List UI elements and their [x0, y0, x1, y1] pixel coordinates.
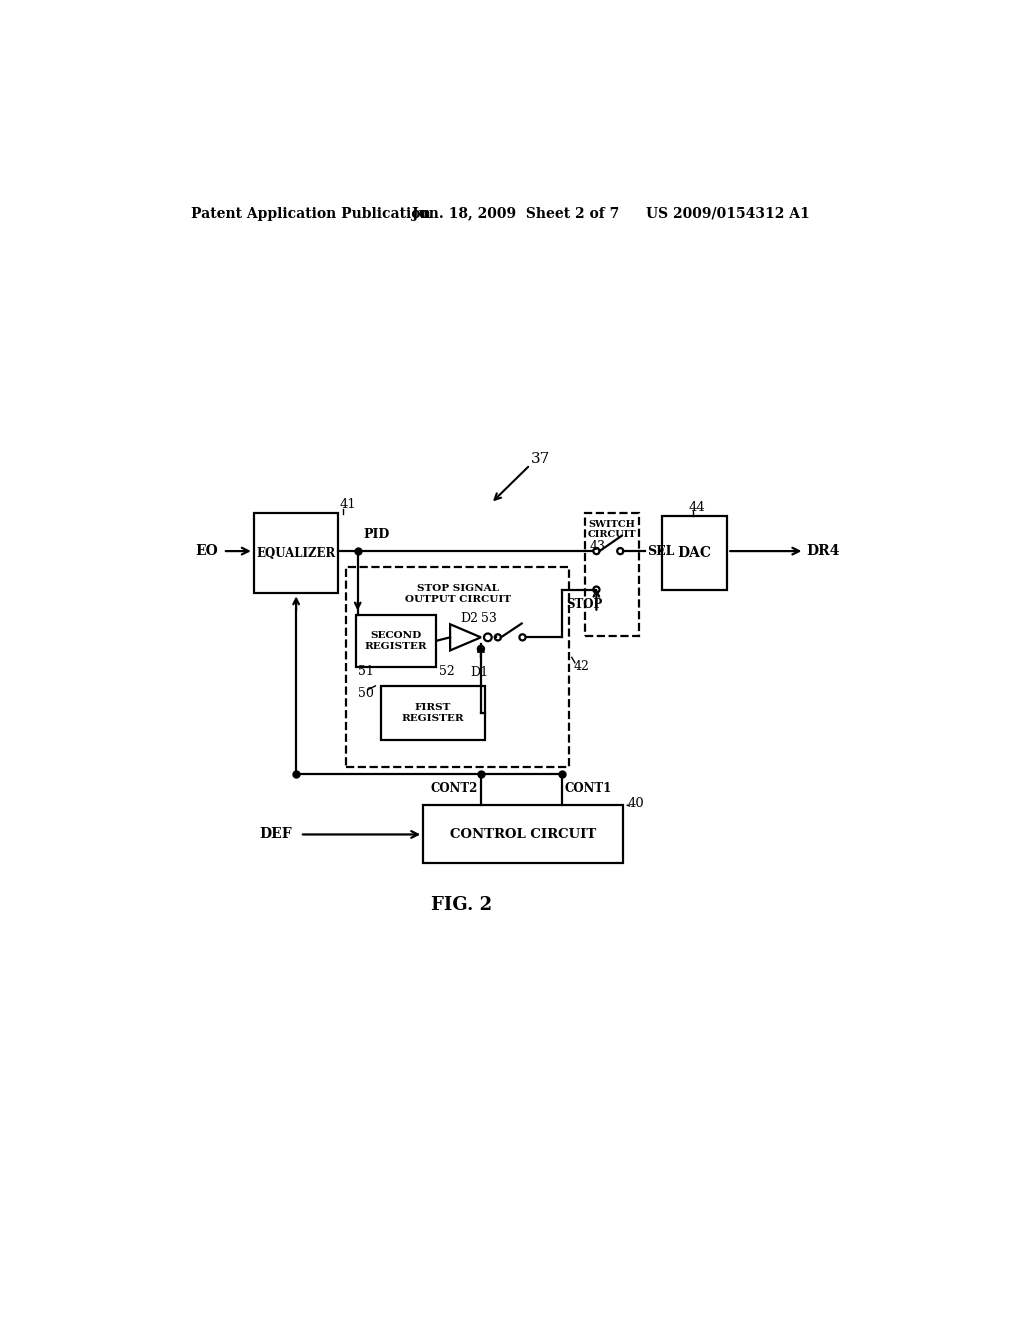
Text: DR4: DR4	[807, 544, 840, 558]
Text: D1: D1	[470, 667, 488, 680]
Bar	[381, 686, 484, 739]
Text: CONT1: CONT1	[565, 781, 612, 795]
Text: Patent Application Publication: Patent Application Publication	[190, 207, 430, 220]
Text: 51: 51	[358, 665, 375, 678]
Text: FIG. 2: FIG. 2	[431, 896, 493, 915]
Text: 41: 41	[339, 499, 356, 511]
Text: 50: 50	[357, 686, 374, 700]
Text: D2: D2	[460, 612, 478, 626]
Text: CONTROL CIRCUIT: CONTROL CIRCUIT	[451, 828, 596, 841]
Text: STOP SIGNAL: STOP SIGNAL	[417, 583, 499, 593]
Text: 53: 53	[481, 612, 497, 626]
Text: FIRST
REGISTER: FIRST REGISTER	[401, 704, 464, 722]
Text: 43: 43	[590, 540, 605, 553]
Text: 42: 42	[573, 660, 589, 673]
Bar	[423, 805, 624, 863]
Text: SECOND
REGISTER: SECOND REGISTER	[365, 631, 428, 651]
Text: 44: 44	[689, 500, 706, 513]
Text: CIRCUIT: CIRCUIT	[588, 529, 636, 539]
Text: CONT2: CONT2	[430, 781, 478, 795]
Text: DAC: DAC	[678, 546, 712, 560]
Bar	[254, 512, 339, 594]
Text: STOP: STOP	[566, 598, 603, 611]
Text: SWITCH: SWITCH	[589, 520, 635, 529]
Text: 37: 37	[531, 451, 550, 466]
Bar	[585, 512, 639, 636]
Bar	[356, 615, 436, 667]
Text: EO: EO	[195, 544, 217, 558]
Text: 40: 40	[628, 797, 644, 810]
Text: US 2009/0154312 A1: US 2009/0154312 A1	[646, 207, 810, 220]
Bar	[662, 516, 727, 590]
Text: EQUALIZER: EQUALIZER	[256, 546, 336, 560]
Bar	[346, 566, 569, 767]
Text: OUTPUT CIRCUIT: OUTPUT CIRCUIT	[404, 595, 511, 605]
Text: 52: 52	[438, 665, 455, 678]
Text: SEL: SEL	[647, 545, 675, 557]
Text: PID: PID	[364, 528, 390, 541]
Text: DEF: DEF	[260, 828, 292, 841]
Text: Jun. 18, 2009  Sheet 2 of 7: Jun. 18, 2009 Sheet 2 of 7	[412, 207, 618, 220]
